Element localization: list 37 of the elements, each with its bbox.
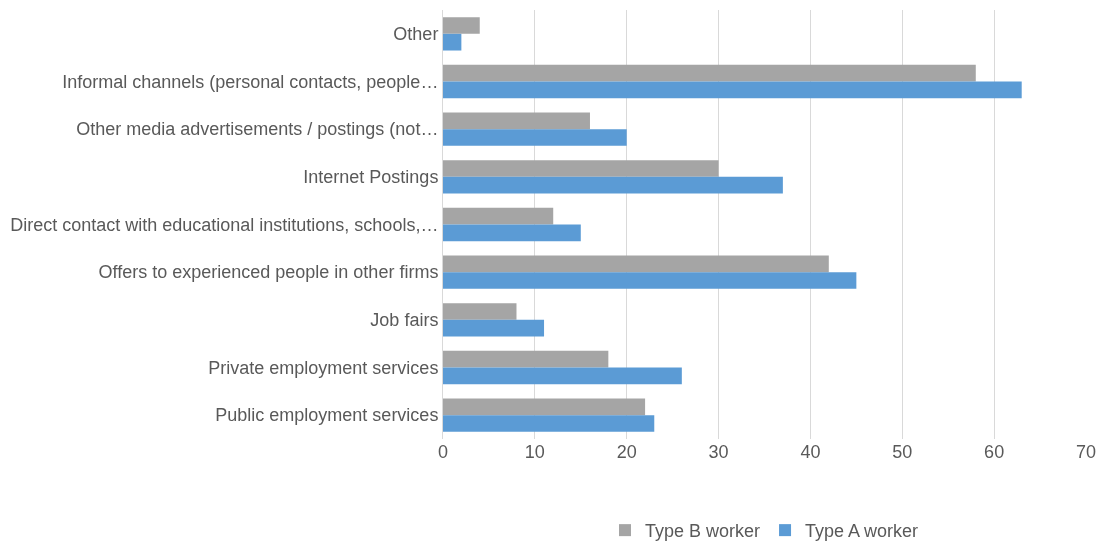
- y-tick-label: Direct contact with educational institutions, schools,…: [10, 214, 439, 235]
- bar: [443, 207, 554, 225]
- bar: [443, 255, 829, 273]
- bar: [443, 17, 480, 34]
- y-tick-label: Informal channels (personal contacts, people…: [62, 71, 439, 92]
- bar: [443, 224, 581, 242]
- x-tick-label: 60: [984, 442, 1005, 462]
- bar: [443, 350, 609, 368]
- bar: [443, 176, 783, 194]
- x-tick-label: 0: [437, 442, 449, 462]
- bar: [443, 33, 462, 51]
- legend-label: Type A worker: [805, 521, 919, 542]
- bar: [443, 112, 590, 130]
- y-tick-label: Private employment services: [208, 357, 439, 378]
- x-tick-label: 70: [1075, 442, 1097, 462]
- bar: [443, 160, 719, 177]
- bar: [443, 303, 517, 320]
- legend-label: Type B worker: [645, 521, 761, 542]
- y-tick-label: Public employment services: [215, 405, 439, 426]
- y-tick-label: Job fairs: [370, 310, 439, 331]
- bar: [443, 64, 976, 82]
- y-tick-label: Internet Postings: [303, 167, 439, 188]
- x-tick-label: 40: [800, 442, 821, 462]
- x-tick-label: 30: [708, 442, 729, 462]
- bar: [443, 272, 857, 289]
- x-tick-label: 50: [892, 442, 913, 462]
- x-tick-label: 20: [616, 442, 637, 462]
- bar: [443, 415, 655, 432]
- bar: [443, 81, 1022, 99]
- x-tick-label: 10: [524, 442, 545, 462]
- y-tick-label: Other media advertisements / postings (not…: [76, 119, 439, 140]
- bar: [443, 129, 627, 146]
- y-tick-label: Offers to experienced people in other firms: [98, 262, 439, 283]
- bar: [443, 398, 646, 416]
- y-tick-label: Other: [393, 24, 439, 45]
- bar: [443, 319, 545, 337]
- bar: [443, 367, 682, 385]
